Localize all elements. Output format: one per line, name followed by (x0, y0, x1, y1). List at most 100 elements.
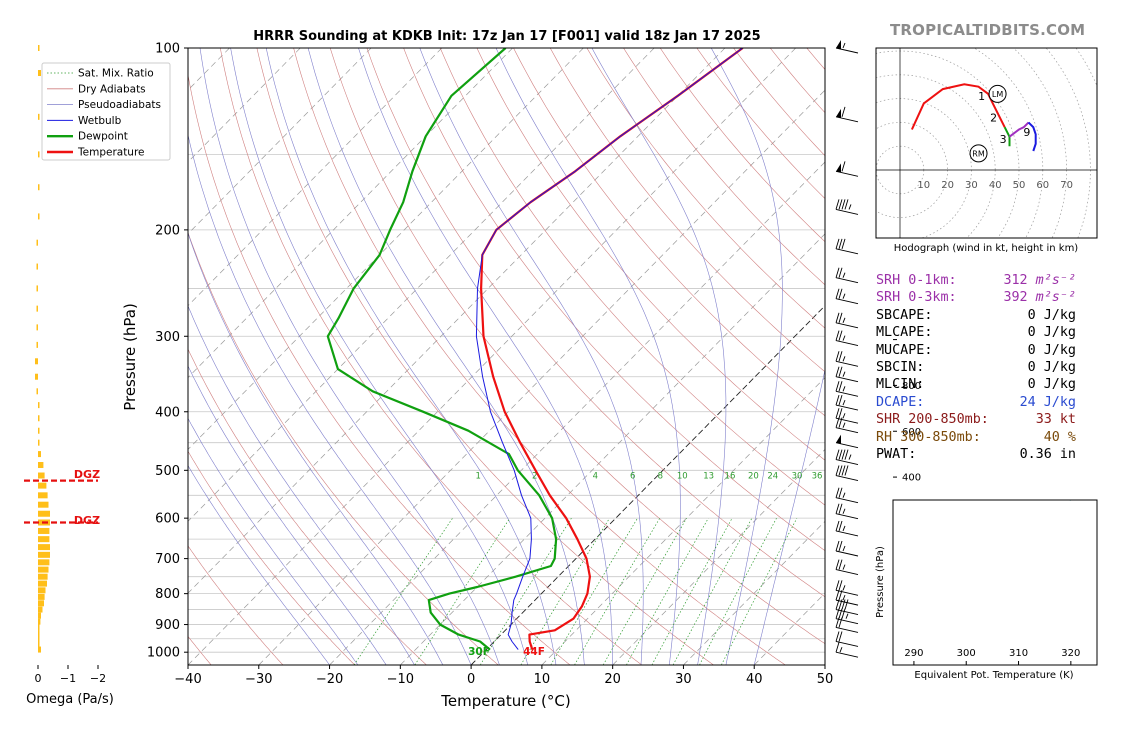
moist-adiabat-line (753, 368, 825, 665)
dry-adiabat-line (476, 48, 825, 461)
param-row: SRH 0-3km: 392 m²s⁻² (876, 289, 1106, 306)
hodograph-panel: 10 20 30 40 50 60 70 123 9 LM RM Hodograph (wind i… (875, 47, 1098, 254)
hodograph-ring-label: 60 (1036, 180, 1049, 191)
param-label: MLCIN: (876, 377, 925, 393)
param-label: SHR 200-850mb: (876, 412, 989, 428)
hodograph-ring-label: 40 (989, 180, 1002, 191)
isotherm-line (188, 48, 513, 379)
omega-bar (38, 492, 48, 499)
omega-bar (36, 324, 38, 331)
wind-barb (835, 465, 859, 481)
omega-bar (38, 510, 50, 517)
isotherm-line (188, 48, 584, 450)
omega-bar (38, 45, 40, 51)
hodograph-trace (910, 83, 1006, 130)
param-unit: J/kg (1035, 307, 1076, 323)
moist-adiabat-line (188, 305, 415, 665)
moist-adiabat-line (265, 48, 557, 665)
param-unit: m²s⁻² (1027, 273, 1076, 288)
omega-bar (38, 635, 40, 642)
param-number: 0 (1027, 360, 1036, 376)
omega-bar (38, 559, 50, 566)
param-value: 0 J/kg (1028, 324, 1076, 341)
param-unit: in (1051, 447, 1076, 463)
param-number: 392 (1003, 290, 1028, 306)
wind-barbs (835, 40, 859, 658)
y-tick-label: 1000 (147, 646, 180, 661)
moist-adiabat-line (188, 365, 387, 665)
wind-barb (835, 40, 859, 54)
param-value: 24 J/kg (1020, 394, 1076, 411)
omega-panel: 0 −1 −2 Omega (Pa/s) DGZ DGZ (24, 45, 114, 707)
param-number: 33 (1035, 412, 1052, 428)
wind-barb (835, 330, 859, 347)
omega-bar (38, 600, 44, 607)
wind-barb (835, 642, 859, 658)
hodograph-ring-label: 50 (1013, 180, 1026, 191)
wind-barb (835, 267, 859, 284)
hodograph-trace (1027, 121, 1037, 152)
dewpoint-profile (326, 48, 558, 651)
temperature-profile (480, 48, 744, 650)
param-row: MLCAPE: 0 J/kg (876, 324, 1106, 341)
param-number: 312 (1003, 273, 1028, 288)
omega-bar (38, 641, 40, 648)
omega-bar (38, 624, 40, 631)
dry-adiabat-line (188, 348, 427, 665)
param-number: 0 (1027, 307, 1036, 323)
mixing-ratio-line (520, 518, 610, 665)
omega-bar (38, 427, 40, 434)
y-tick-label: 100 (155, 42, 180, 57)
isotherm-line (470, 305, 825, 665)
param-row: SBCIN: 0 J/kg (876, 359, 1106, 376)
omega-bar (38, 415, 40, 422)
isotherm-line (188, 48, 301, 163)
legend-label: Pseudoadiabats (78, 99, 161, 111)
hodograph-height-label: 9 (1023, 126, 1030, 139)
param-label: SRH 0-3km: (876, 290, 957, 306)
mixing-ratio-label: 8 (658, 472, 663, 482)
wind-barb (835, 631, 859, 647)
omega-x-tick-label: 0 (35, 672, 42, 685)
watermark: TROPICALTIDBITS.COM (890, 21, 1086, 39)
param-label: DCAPE: (876, 394, 925, 410)
omega-bar (38, 551, 50, 558)
y-tick-label: 600 (155, 512, 180, 527)
param-value: 33 kt (1036, 411, 1076, 428)
param-unit: J/kg (1035, 360, 1076, 376)
omega-bar (38, 646, 41, 653)
dry-adiabat-line (403, 48, 825, 552)
omega-bar (36, 263, 38, 270)
param-number: 0 (1027, 342, 1036, 358)
theta-e-y-tick-label: 600 (902, 427, 921, 438)
param-number: 0.36 (1019, 447, 1052, 463)
dry-adiabat-line (513, 48, 825, 417)
y-tick-label: 300 (155, 330, 180, 345)
dry-adiabat-line (293, 48, 786, 665)
mixing-ratio-label: 6 (630, 472, 635, 482)
param-unit: J/kg (1035, 377, 1076, 393)
wind-barb (835, 503, 859, 520)
dry-adiabat-line (188, 231, 499, 665)
param-unit: % (1059, 429, 1076, 445)
omega-bar (38, 566, 49, 573)
wind-barb (835, 288, 859, 305)
hodograph-caption: Hodograph (wind in kt, height in km) (894, 243, 1079, 254)
legend: Sat. Mix. Ratio Dry Adiabats Pseudoadiabat… (41, 62, 171, 161)
wind-barb (835, 161, 859, 177)
omega-bar (38, 527, 50, 534)
x-tick-label: 0 (467, 672, 475, 687)
wind-barb (835, 608, 859, 625)
theta-e-y-tick-label: 400 (902, 473, 921, 484)
storm-motion-rm-label: RM (972, 149, 985, 158)
hodograph-height-label: 1 (978, 90, 985, 103)
wind-barb (835, 199, 859, 215)
mixing-ratio-line (550, 518, 638, 665)
wind-barb (835, 351, 859, 367)
param-value: 0 J/kg (1028, 342, 1076, 359)
y-tick-label: 700 (155, 552, 180, 567)
wind-barb (835, 434, 859, 449)
isotherm-line (188, 48, 726, 594)
mixing-ratio-line (626, 518, 709, 665)
